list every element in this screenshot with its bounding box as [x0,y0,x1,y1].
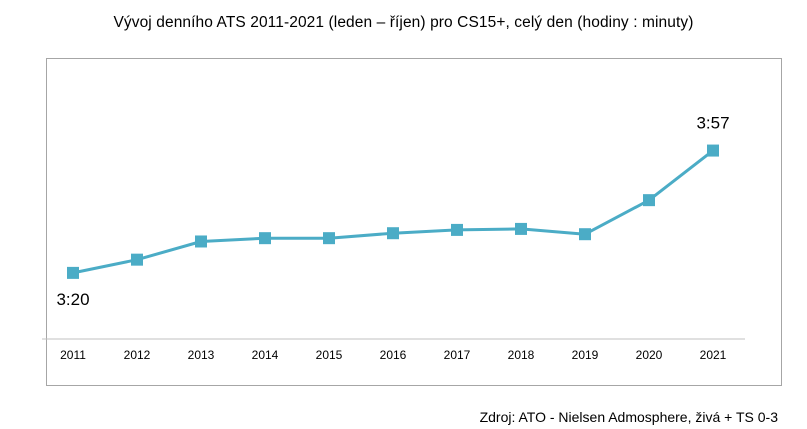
x-tick-label-2016: 2016 [380,348,407,362]
data-point-2011 [67,266,79,279]
source-note: Zdroj: ATO - Nielsen Admosphere, živá + … [479,409,778,425]
chart-title: Vývoj denního ATS 2011-2021 (leden – říj… [113,14,694,31]
x-tick-label-2020: 2020 [636,348,663,362]
data-point-2018 [515,222,527,235]
data-point-2015 [323,232,335,245]
x-tick-label-2021: 2021 [700,348,727,362]
x-axis-ticks: 2011 2012 2013 2014 2015 2016 2017 2018 2019 2020… [60,348,727,362]
x-tick-label-2012: 2012 [124,348,151,362]
x-tick-label-2014: 2014 [252,348,279,362]
series-line [72,149,714,275]
data-point-2013 [195,235,207,248]
data-point-2016 [387,227,399,240]
data-point-2014 [259,232,271,245]
data-label-2011: 3:20 [56,290,89,309]
data-point-2019 [579,228,591,241]
x-tick-label-2017: 2017 [444,348,471,362]
data-point-2017 [451,223,463,236]
x-tick-label-2011: 2011 [60,348,86,362]
data-point-2012 [131,253,143,266]
x-tick-label-2018: 2018 [508,348,535,362]
data-point-2020 [643,194,655,207]
data-label-2021: 3:57 [696,114,729,133]
x-tick-label-2013: 2013 [188,348,215,362]
chart-frame [46,58,782,386]
data-labels: 3:20 3:57 [56,114,729,309]
series-markers [67,144,719,279]
x-tick-label-2019: 2019 [572,348,599,362]
x-tick-label-2015: 2015 [316,348,343,362]
data-point-2021 [707,144,719,157]
